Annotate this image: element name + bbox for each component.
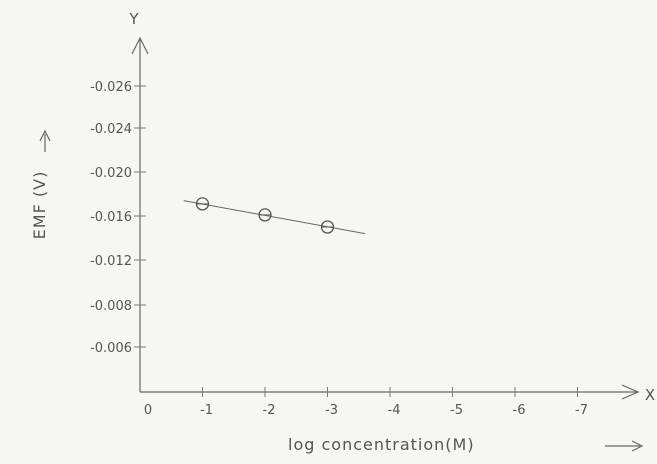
data-point xyxy=(258,208,272,222)
trend-line xyxy=(183,200,366,235)
y-tick-label: -0.020 xyxy=(90,166,132,181)
y-tick-label: -0.012 xyxy=(90,254,132,269)
x-ticks: -1 -2 -3 -4 -5 -6 -7 xyxy=(200,387,588,418)
x-axis-letter: X xyxy=(645,386,655,404)
y-axis-title-arrowhead xyxy=(39,129,51,142)
x-tick-label: -2 xyxy=(263,403,276,418)
y-axis-arrowhead xyxy=(131,36,149,55)
y-ticks: -0.006 -0.008 -0.012 -0.016 -0.020 -0.02… xyxy=(90,80,146,356)
origin-label: 0 xyxy=(144,403,152,418)
plot-layer xyxy=(183,197,366,235)
y-tick-label: -0.024 xyxy=(90,122,132,137)
data-point xyxy=(320,220,335,234)
x-tick-label: -3 xyxy=(325,403,338,418)
y-tick-label: -0.008 xyxy=(90,299,132,314)
x-tick-label: -1 xyxy=(200,403,213,418)
data-point xyxy=(195,197,210,211)
y-axis-letter: Y xyxy=(128,10,139,28)
y-axis-title: EMF (V) xyxy=(30,171,49,240)
x-tick-label: -7 xyxy=(575,403,588,418)
y-tick-label: -0.016 xyxy=(90,210,132,225)
x-axis-title: log concentration(M) xyxy=(288,435,475,454)
x-axis-arrowhead xyxy=(621,384,640,400)
y-tick-label: -0.006 xyxy=(90,341,132,356)
x-tick-label: -4 xyxy=(388,403,401,418)
x-axis-title-arrowhead xyxy=(631,440,644,452)
x-tick-label: -6 xyxy=(513,403,526,418)
x-tick-label: -5 xyxy=(450,403,463,418)
y-tick-label: -0.026 xyxy=(90,80,132,95)
